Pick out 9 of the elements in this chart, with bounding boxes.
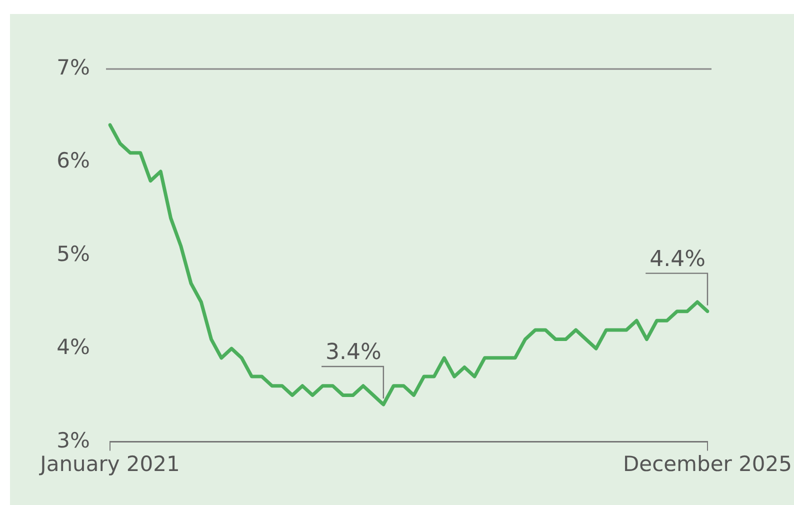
y-tick-label: 7%	[56, 55, 90, 80]
data-label: 4.4%	[650, 247, 706, 272]
y-tick-label: 5%	[56, 242, 90, 266]
x-tick-label: December 2025	[622, 452, 792, 476]
x-tick-label: January 2021	[38, 452, 180, 476]
y-tick-label: 4%	[56, 335, 90, 360]
y-tick-label: 6%	[56, 148, 90, 173]
data-label: 3.4%	[326, 340, 382, 366]
y-tick-label: 3%	[56, 428, 90, 452]
